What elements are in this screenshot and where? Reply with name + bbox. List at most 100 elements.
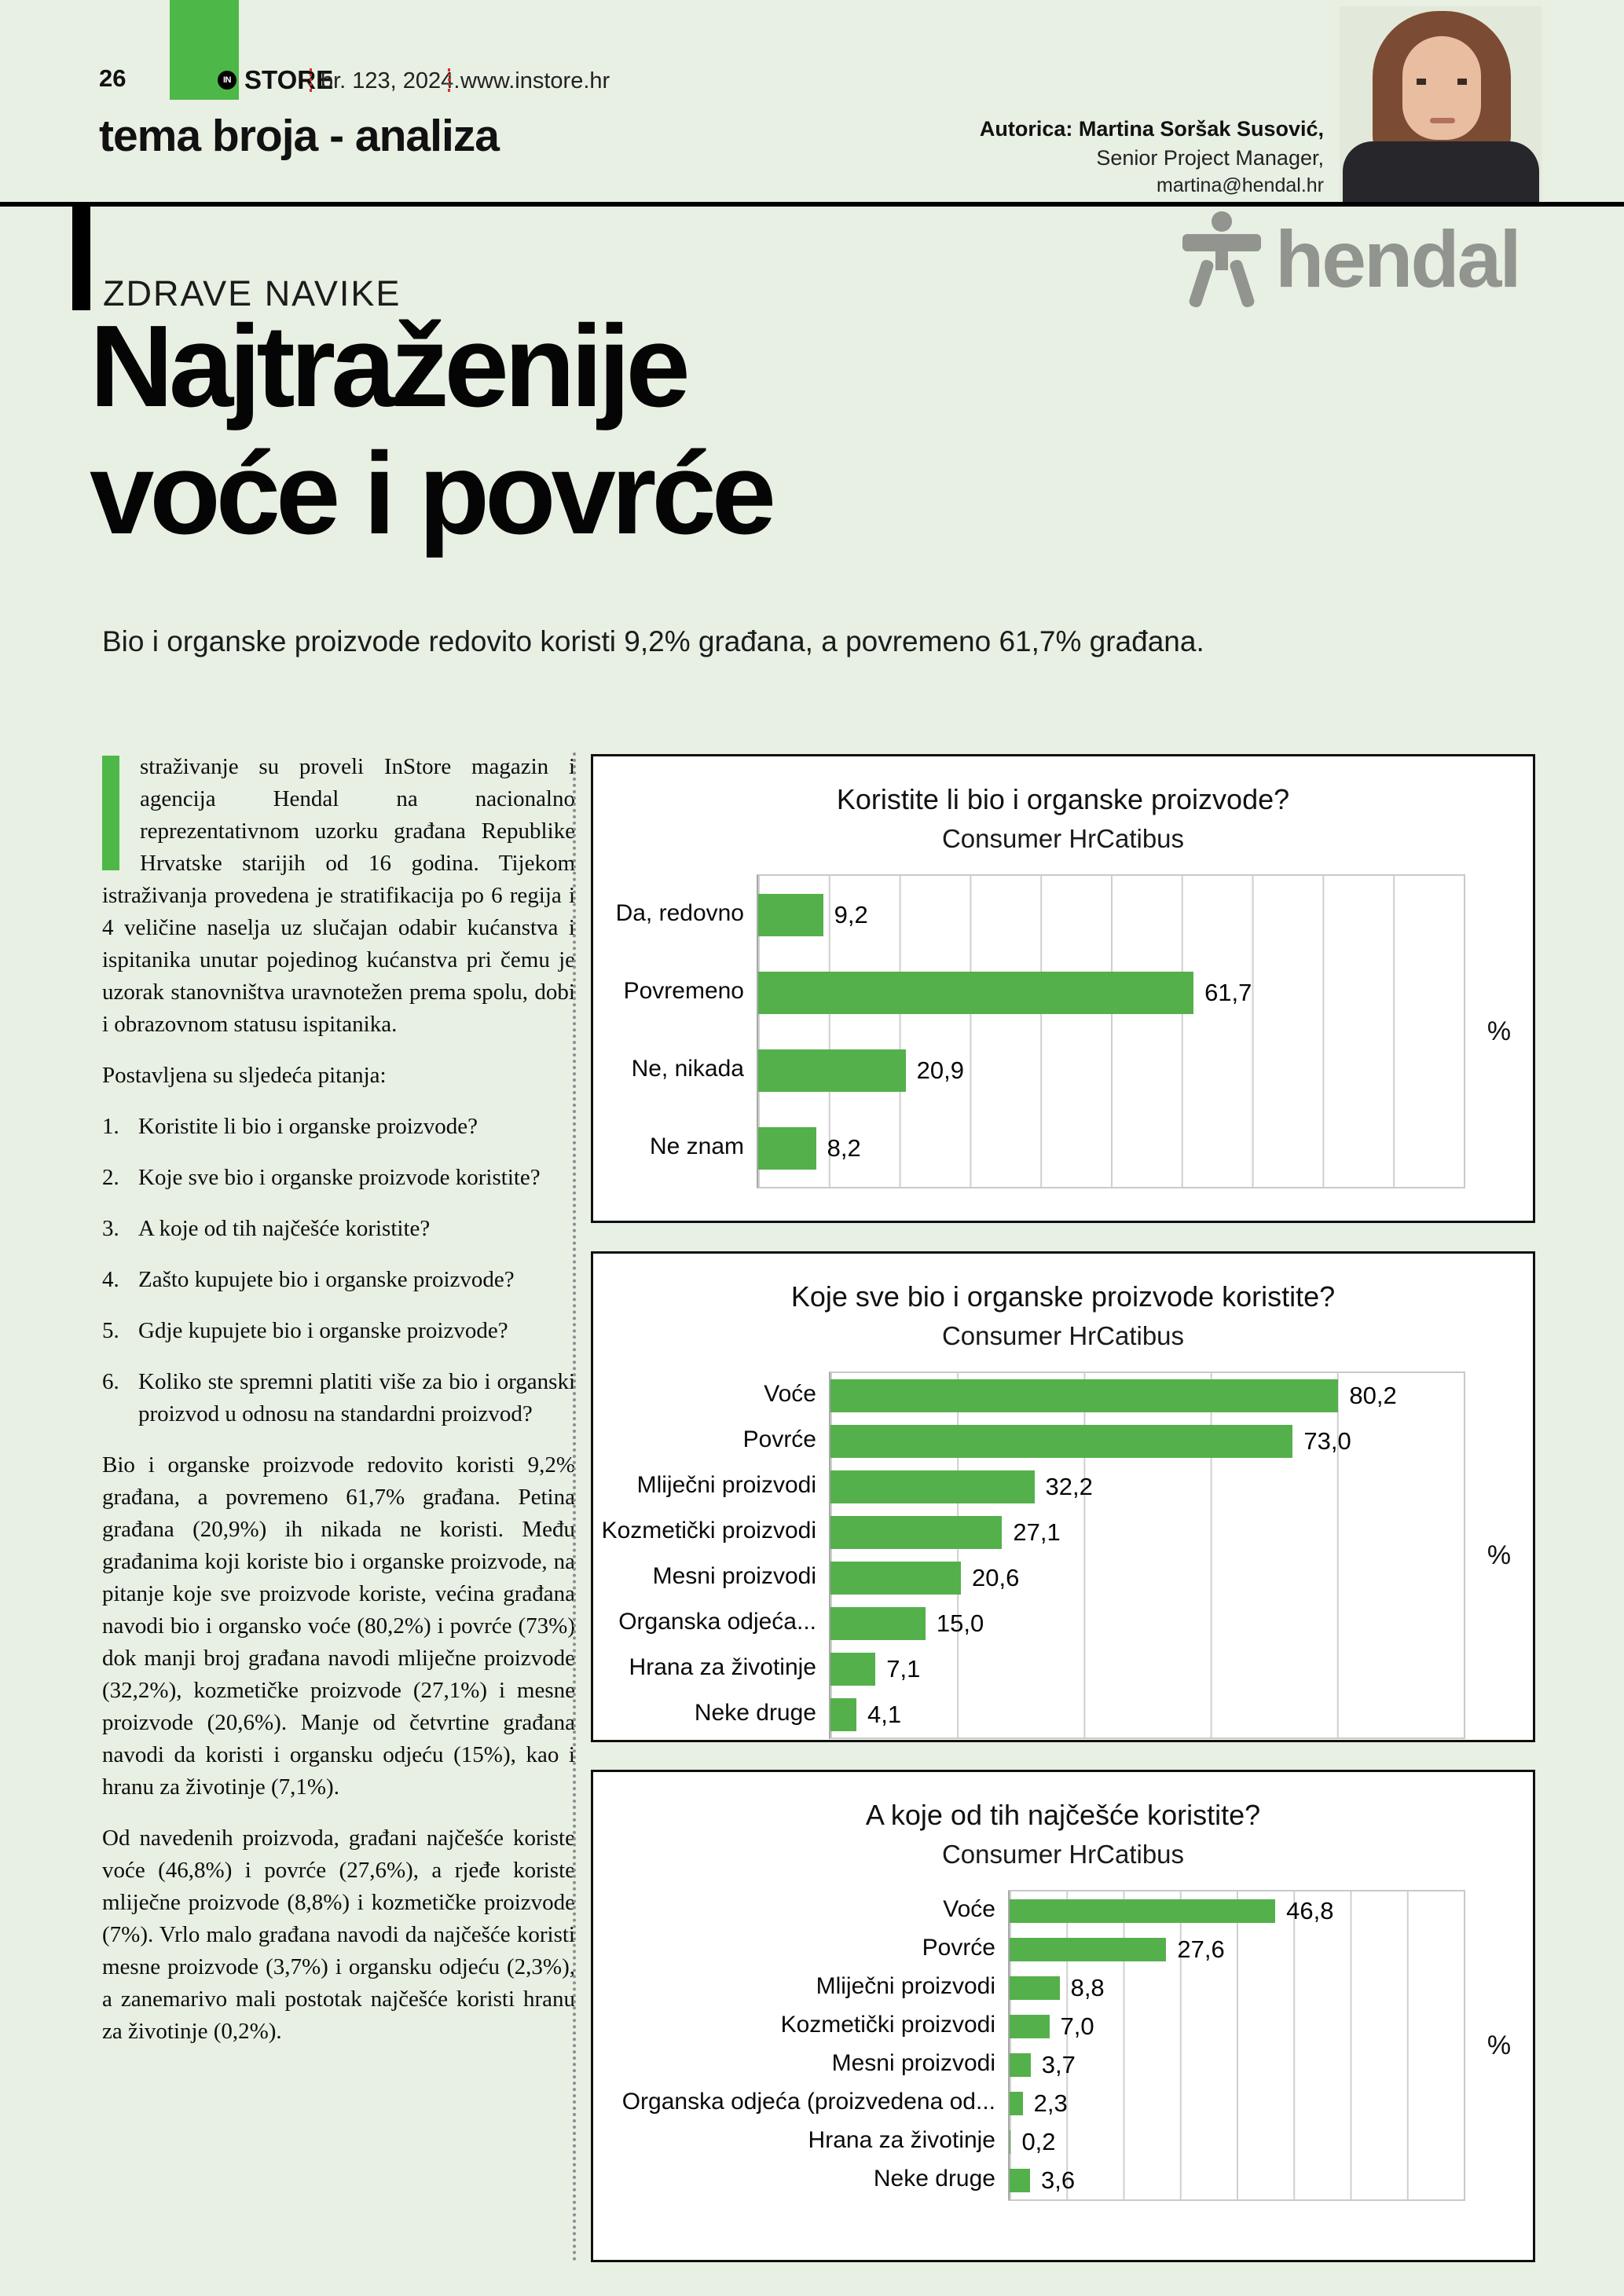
question-item: 2. Koje sve bio i organske proizvode kori… xyxy=(102,1162,575,1194)
plot-area: 80,2 73,0 32,2 27,1 20,6 15,0 7,1 4,1 xyxy=(829,1371,1465,1739)
bar-row: 2,3 xyxy=(1010,2084,1464,2122)
photo-eyes xyxy=(1417,79,1467,85)
chart-subtitle: Consumer HrCatibus xyxy=(941,1840,1185,1869)
paragraph: Bio i organske proizvode redovito korist… xyxy=(102,1452,575,1800)
bar-row: 9,2 xyxy=(758,876,1464,954)
bar xyxy=(1010,2091,1023,2115)
bar-value-label: 2,3 xyxy=(1033,2089,1068,2117)
chart-subtitle: Consumer HrCatibus xyxy=(941,1321,1185,1350)
question-item: 3. A koje od tih najčešće koristite? xyxy=(102,1213,575,1245)
bar-row: 46,8 xyxy=(1010,1891,1464,1930)
bar xyxy=(830,1653,876,1686)
bar-row: 15,0 xyxy=(830,1601,1464,1646)
bar xyxy=(758,893,823,936)
bar xyxy=(830,1607,926,1640)
question-item: 6. Koliko ste spremni platiti više za bio… xyxy=(102,1366,575,1430)
question-text: Zašto kupujete bio i organske proizvode? xyxy=(138,1267,515,1292)
question-text: Gdje kupujete bio i organske proizvode? xyxy=(138,1318,508,1343)
question-text: Koristite li bio i organske proizvode? xyxy=(138,1114,478,1139)
chart-subtitle: Consumer HrCatibus xyxy=(941,824,1185,853)
instore-logo-text: STORE xyxy=(244,65,334,94)
section-title: tema broja - analiza xyxy=(99,111,500,161)
bar-value-label: 8,8 xyxy=(1070,1973,1105,2001)
article-headline: Najtraženije voće i povrće xyxy=(90,302,776,558)
issue-number: br. 123, 2024. xyxy=(321,68,460,93)
bar-row: 61,7 xyxy=(758,954,1464,1031)
article-lede: Bio i organske proizvode redovito korist… xyxy=(102,625,1204,657)
bar-value-label: 7,1 xyxy=(886,1655,921,1683)
bar-value-label: 32,2 xyxy=(1045,1473,1093,1500)
bar xyxy=(758,971,1194,1014)
author-email: martina@hendal.hr xyxy=(1157,174,1324,196)
chart-body: Voće Povrće Mliječni proizvodi Kozmetički p… xyxy=(593,1371,1533,1739)
bar-value-label: 20,9 xyxy=(916,1056,965,1084)
bar xyxy=(830,1379,1339,1412)
photo-face xyxy=(1402,36,1481,140)
bar-category-label: Povrće xyxy=(922,1934,995,1961)
bar xyxy=(830,1698,857,1731)
bar xyxy=(830,1562,962,1595)
bar-value-label: 73,0 xyxy=(1303,1427,1351,1455)
bar-category-label: Neke druge xyxy=(694,1700,816,1726)
bar xyxy=(830,1516,1003,1549)
question-number: 1. xyxy=(102,1114,119,1139)
bar xyxy=(1010,2052,1031,2077)
chart-body: Voće Povrće Mliječni proizvodi Kozmetički p… xyxy=(593,1890,1533,2201)
header-separator-icon xyxy=(448,68,450,92)
questions-intro: Postavljena su sljedeća pitanja: xyxy=(102,1063,387,1088)
bar-category-label: Organska odjeća... xyxy=(618,1609,816,1635)
bar-value-label: 4,1 xyxy=(867,1701,902,1728)
bar-value-label: 80,2 xyxy=(1349,1382,1397,1409)
kicker-bar xyxy=(72,202,90,310)
question-text: Koliko ste spremni platiti više za bio i… xyxy=(138,1369,575,1426)
bar-value-label: 7,0 xyxy=(1060,2012,1094,2040)
bar-value-label: 27,6 xyxy=(1177,1935,1225,1963)
chart-card-usage: Koristite li bio i organske proizvode? C… xyxy=(591,754,1535,1223)
bar-row: 3,6 xyxy=(1010,2161,1464,2199)
bar-value-label: 20,6 xyxy=(972,1564,1020,1591)
bar xyxy=(1010,1937,1167,1961)
bar-category-label: Ne, nikada xyxy=(631,1055,744,1082)
bar xyxy=(1010,1976,1060,2000)
hendal-logo: hendal xyxy=(1181,211,1522,308)
bar-category-label: Voće xyxy=(764,1381,816,1407)
category-labels: Voće Povrće Mliječni proizvodi Kozmetički p… xyxy=(593,1890,1008,2201)
paragraph: straživanje su proveli InStore magazin i… xyxy=(102,751,575,1041)
chart-card-most-used: A koje od tih najčešće koristite? Consum… xyxy=(591,1770,1535,2262)
bar-value-label: 8,2 xyxy=(827,1133,861,1162)
question-number: 2. xyxy=(102,1165,119,1190)
bar-category-label: Kozmetički proizvodi xyxy=(601,1518,816,1543)
bar-category-label: Mesni proizvodi xyxy=(652,1563,816,1589)
bar-row: 3,7 xyxy=(1010,2045,1464,2084)
bar-row: 73,0 xyxy=(830,1419,1464,1464)
plot-area: 46,8 27,6 8,8 7,0 3,7 2,3 0,2 3,6 xyxy=(1008,1890,1465,2201)
plot-area: 9,2 61,7 20,9 8,2 xyxy=(757,874,1465,1188)
kicker-label: ZDRAVE NAVIKE xyxy=(103,273,401,313)
bar-value-label: 3,7 xyxy=(1041,2050,1076,2078)
chart-title: Koristite li bio i organske proizvode? xyxy=(836,783,1290,815)
question-number: 5. xyxy=(102,1318,119,1343)
horizontal-rule xyxy=(0,202,1624,207)
bar-value-label: 61,7 xyxy=(1204,978,1252,1006)
bar-category-label: Mliječni proizvodi xyxy=(816,1972,995,1999)
bar-category-label: Organska odjeća (proizvedena od... xyxy=(621,2088,995,2115)
bar-row: 27,1 xyxy=(830,1510,1464,1555)
drop-cap xyxy=(102,756,119,870)
bar xyxy=(830,1425,1293,1458)
bar-value-label: 0,2 xyxy=(1021,2127,1056,2155)
questions-list: 1. Koristite li bio i organske proizvode?… xyxy=(102,1111,575,1430)
bar-category-label: Hrana za životinje xyxy=(629,1654,816,1680)
bar-category-label: Neke druge xyxy=(873,2165,995,2192)
hendal-person-icon xyxy=(1182,211,1261,308)
bar xyxy=(758,1126,816,1170)
author-photo xyxy=(1340,6,1542,202)
question-number: 4. xyxy=(102,1267,119,1292)
bar-category-label: Voće xyxy=(943,1895,995,1922)
bar-row: 8,8 xyxy=(1010,1968,1464,2007)
bar-row: 20,9 xyxy=(758,1031,1464,1109)
header-separator-icon xyxy=(310,68,312,92)
chart-title: A koje od tih najčešće koristite? xyxy=(865,1799,1261,1831)
column-divider xyxy=(573,753,576,2262)
bar-category-label: Povrće xyxy=(742,1426,816,1452)
bar-category-label: Hrana za životinje xyxy=(808,2126,995,2153)
